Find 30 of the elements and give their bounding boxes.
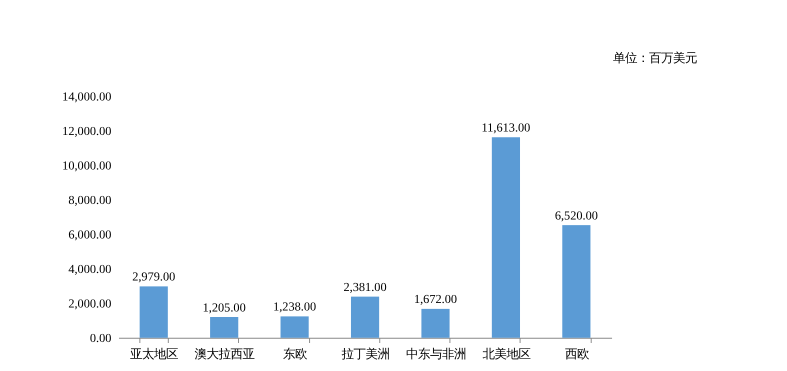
data-label: 11,613.00 [482, 120, 530, 135]
data-label: 1,205.00 [202, 300, 246, 314]
y-tick-label: 12,000.00 [62, 124, 112, 138]
bar [562, 225, 590, 338]
bar [140, 286, 168, 338]
data-label: 2,381.00 [344, 280, 387, 294]
x-tick-label: 亚太地区 [130, 347, 178, 362]
data-label: 1,238.00 [273, 300, 316, 314]
y-tick-label: 10,000.00 [62, 158, 112, 172]
x-tick-label: 中东与非洲 [406, 347, 466, 362]
y-tick-label: 14,000.00 [62, 89, 112, 104]
bar [421, 308, 450, 338]
bar [280, 316, 309, 338]
x-tick-label: 东欧 [283, 347, 308, 362]
text: 单位：百万美元 [612, 50, 697, 65]
y-tick-label: 6,000.00 [68, 227, 112, 242]
data-label: 2,979.00 [132, 270, 176, 284]
y-tick-label: 0.00 [90, 331, 112, 346]
data-label: 1,672.00 [414, 292, 458, 306]
bar [210, 316, 238, 338]
x-tick-label: 澳大拉西亚 [194, 347, 255, 362]
y-tick-label: 8,000.00 [68, 192, 112, 207]
x-tick-label: 拉丁美洲 [342, 347, 390, 362]
y-tick-label: 2,000.00 [68, 296, 112, 311]
y-tick-label: 4,000.00 [68, 262, 112, 276]
x-tick-label: 北美地区 [482, 347, 530, 362]
data-label: 6,520.00 [554, 208, 598, 222]
bar [492, 137, 520, 338]
x-tick-label: 西欧 [564, 347, 589, 362]
bar [350, 296, 380, 338]
